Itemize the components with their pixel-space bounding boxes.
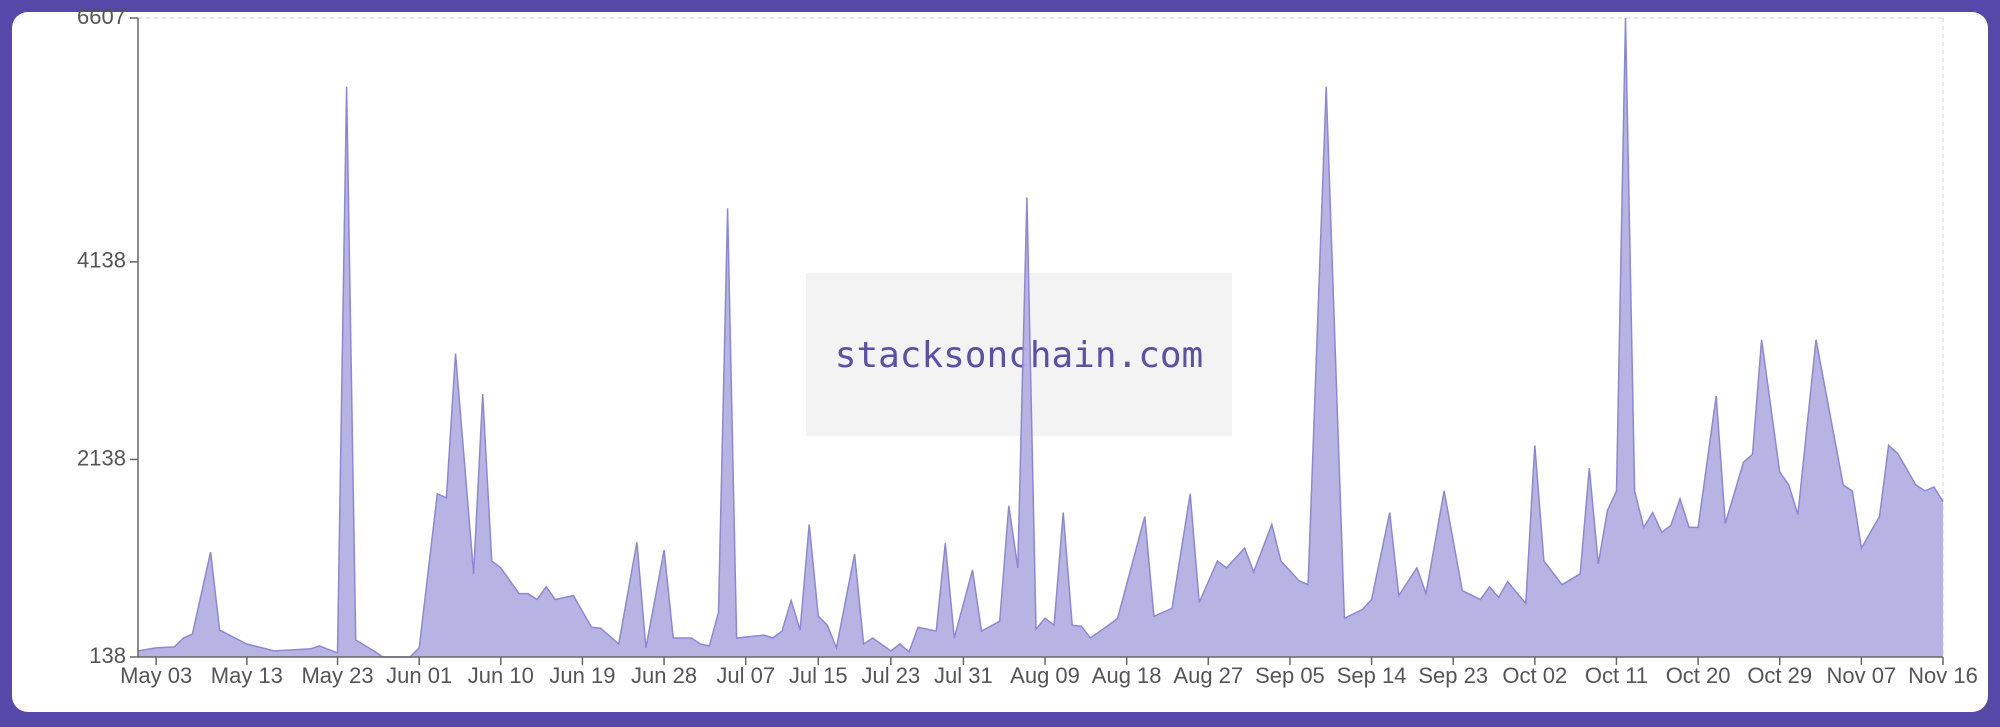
x-tick-label: May 23 bbox=[301, 663, 373, 688]
x-tick-label: Sep 23 bbox=[1418, 663, 1488, 688]
x-tick-label: Jul 23 bbox=[861, 663, 920, 688]
x-tick-label: Oct 02 bbox=[1502, 663, 1567, 688]
x-tick-label: Oct 29 bbox=[1747, 663, 1812, 688]
x-tick-label: May 13 bbox=[211, 663, 283, 688]
x-tick-label: Jun 28 bbox=[631, 663, 697, 688]
watermark: stacksonchain.com bbox=[835, 335, 1203, 376]
x-tick-label: Sep 14 bbox=[1337, 663, 1407, 688]
area-fill bbox=[138, 18, 1943, 657]
watermark-box bbox=[806, 273, 1232, 436]
y-tick-label: 6607 bbox=[77, 4, 126, 29]
x-tick-label: Aug 18 bbox=[1092, 663, 1162, 688]
x-tick-label: Nov 16 bbox=[1908, 663, 1978, 688]
x-tick-label: Oct 20 bbox=[1666, 663, 1731, 688]
x-tick-label: Aug 27 bbox=[1173, 663, 1243, 688]
x-tick-label: Jul 31 bbox=[934, 663, 993, 688]
x-tick-label: Oct 11 bbox=[1585, 663, 1648, 688]
x-tick-label: May 03 bbox=[120, 663, 192, 688]
y-tick-label: 2138 bbox=[77, 445, 126, 470]
x-tick-label: Jun 10 bbox=[468, 663, 534, 688]
x-tick-label: Jun 01 bbox=[386, 663, 452, 688]
x-tick-label: Nov 07 bbox=[1827, 663, 1897, 688]
area-line bbox=[137, 17, 1944, 658]
y-tick-label: 138 bbox=[89, 643, 126, 668]
x-tick-label: Jun 19 bbox=[549, 663, 615, 688]
y-tick-label: 4138 bbox=[77, 248, 126, 273]
x-tick-label: Jul 07 bbox=[716, 663, 775, 688]
x-tick-label: Aug 09 bbox=[1010, 663, 1080, 688]
x-tick-label: Sep 05 bbox=[1255, 663, 1325, 688]
x-tick-label: Jul 15 bbox=[789, 663, 848, 688]
